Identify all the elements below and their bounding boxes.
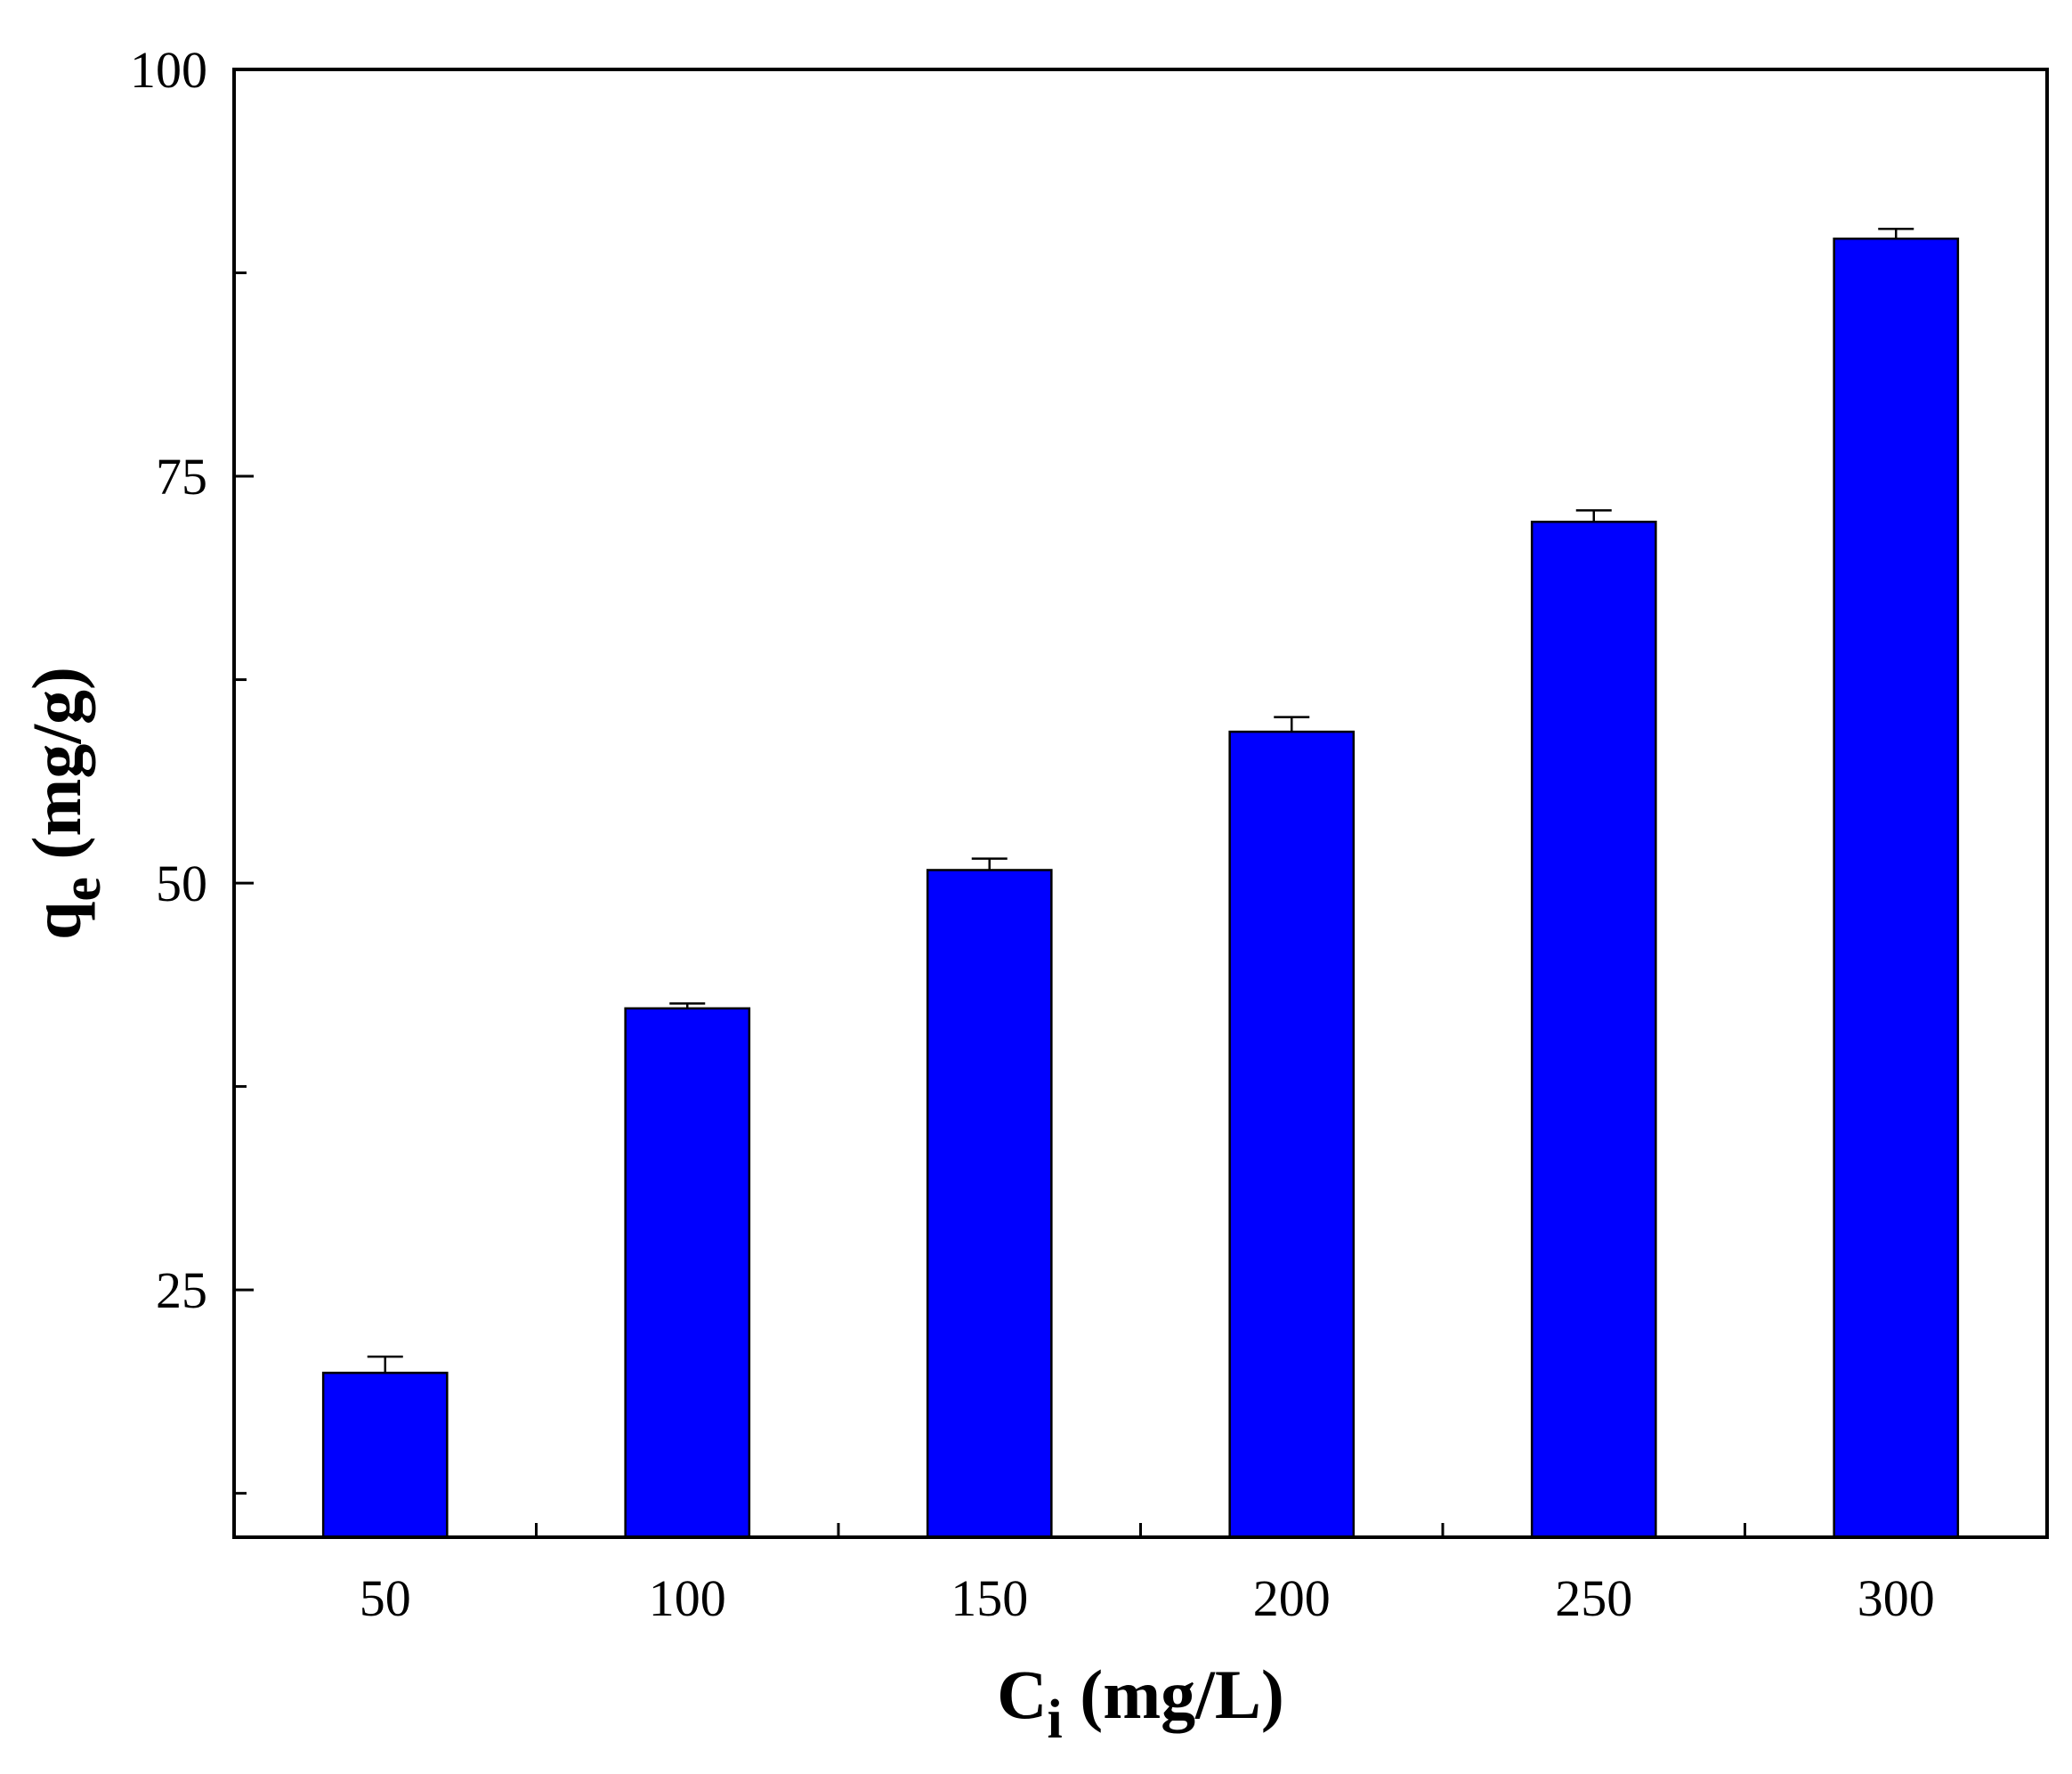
x-tick-label: 50 [360, 1569, 411, 1627]
x-axis-title-unit: (mg/L) [1063, 1656, 1284, 1733]
y-axis-title-subscript: e [52, 877, 112, 902]
bar-300 [1833, 237, 1960, 1539]
x-tick-label: 200 [1253, 1569, 1331, 1627]
x-tick-label: 300 [1858, 1569, 1935, 1627]
y-axis: 25 50 75 100 [130, 41, 254, 1495]
plot-frame [232, 68, 2049, 1539]
bars-group [321, 237, 1960, 1539]
x-axis-title: Ci (mg/L) [997, 1656, 1284, 1750]
bar-200 [1228, 730, 1356, 1539]
x-tick-label: 150 [951, 1569, 1028, 1627]
y-axis-title-main: q [18, 902, 95, 940]
x-axis-title-main: C [997, 1656, 1047, 1733]
x-axis-title-subscript: i [1047, 1689, 1062, 1750]
y-tick-label: 75 [156, 448, 207, 506]
bar-100 [624, 1007, 751, 1539]
y-tick-label: 25 [156, 1261, 207, 1319]
y-tick-label: 50 [156, 855, 207, 912]
x-tick-label: 250 [1555, 1569, 1632, 1627]
error-bars-group [367, 227, 1914, 1373]
bar-50 [321, 1372, 449, 1539]
x-axis: 50 100 150 200 250 300 [360, 1523, 1935, 1627]
x-tick-label: 100 [649, 1569, 726, 1627]
y-tick-label: 100 [130, 41, 207, 99]
y-axis-title: qe (mg/g) [18, 667, 112, 940]
bar-250 [1530, 520, 1657, 1539]
bar-150 [926, 869, 1053, 1539]
y-axis-title-unit: (mg/g) [18, 667, 95, 877]
